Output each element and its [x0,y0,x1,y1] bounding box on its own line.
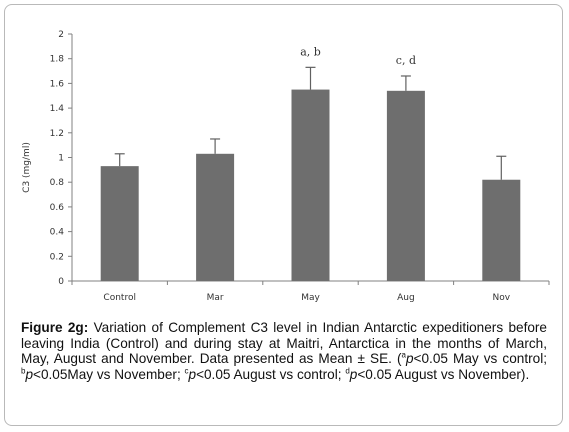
caption-t4: <0.05 August vs November). [357,366,530,382]
caption-p2: p [25,366,34,382]
y-tick-label: 2 [58,30,64,40]
caption-p3: p [188,366,197,382]
y-tick-label: 1.8 [50,55,65,65]
caption-t3: <0.05 August vs control; [196,366,346,382]
caption-t2: <0.05May vs November; [33,366,185,382]
figure-caption: Figure 2g: Variation of Complement C3 le… [21,320,547,382]
error-bars [114,66,507,180]
y-tick-label: 0.4 [50,228,65,238]
y-tick-label: 1.4 [50,104,65,114]
y-tick-label: 0 [58,277,64,287]
caption-p4: p [349,366,358,382]
figure-frame [4,4,563,426]
x-category-label: Aug [397,293,415,303]
caption-p1: p [405,351,414,367]
x-category-label: May [301,293,320,303]
x-category-label: Nov [493,293,511,303]
bar-series [100,89,521,281]
y-tick-label: 0.2 [50,252,64,262]
x-category-label: Control [103,293,136,303]
significance-label: a, b [300,45,321,58]
y-tick-label: 0.8 [50,178,65,188]
caption-t1: <0.05 May vs control; [413,351,547,367]
x-category-label: Mar [207,293,224,303]
bar-may [291,89,330,281]
bar-nov [482,179,521,281]
x-category-labels: Control Mar May Aug Nov [103,293,510,303]
y-axis-label: C3 (mg/ml) [22,142,32,193]
y-tick-label: 1.6 [50,79,65,89]
bar-mar [196,153,235,281]
bar-chart: 0 0.2 0.4 0.6 0.8 1 1.2 1.4 1.6 1.8 2 a, b c, d Con… [22,30,550,303]
caption-text: Variation of Complement C3 level in Indi… [21,320,547,367]
bar-aug [386,90,425,281]
y-ticks: 0 0.2 0.4 0.6 0.8 1 1.2 1.4 1.6 1.8 2 [50,30,72,287]
caption-sup-a: a [401,350,406,360]
caption-sup-b: b [21,366,26,376]
significance-label: c, d [396,54,416,67]
y-tick-label: 0.6 [50,203,65,213]
caption-sup-c: c [184,366,189,376]
caption-sup-d: d [345,366,350,376]
bar-control [100,166,139,281]
y-tick-label: 1 [58,154,64,164]
caption-lead: Figure 2g: [21,320,89,335]
y-tick-label: 1.2 [50,129,64,139]
significance-annotations: a, b c, d [300,45,416,67]
